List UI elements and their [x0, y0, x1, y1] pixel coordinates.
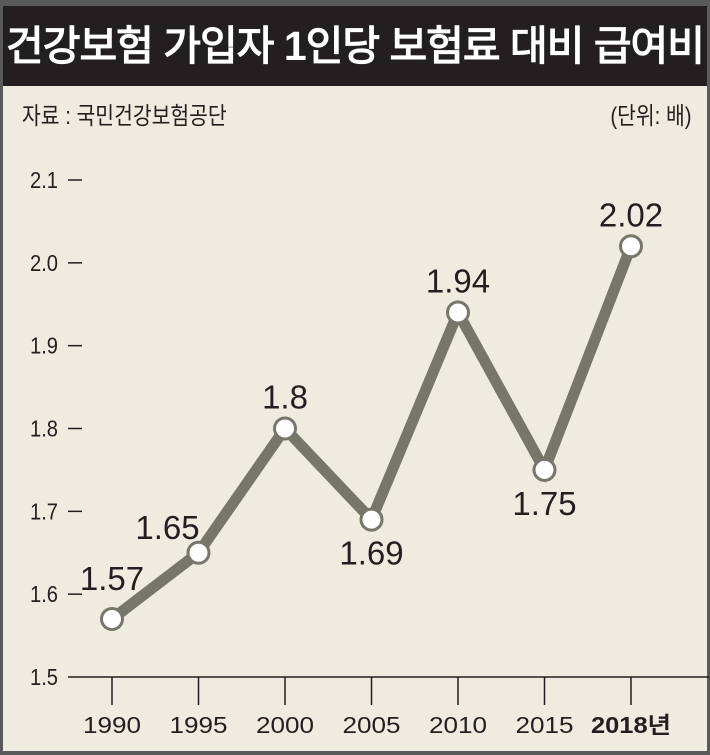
data-point: [446, 300, 470, 325]
x-tick-label: 2018년: [591, 712, 671, 738]
data-label: 1.94: [426, 263, 490, 300]
x-tick-label: 2000: [256, 712, 314, 738]
y-tick-label: 1.9: [30, 333, 58, 359]
x-tick-label: 1995: [170, 712, 228, 738]
y-tick-label: 1.5: [30, 664, 58, 690]
source-note: 자료 : 국민건강보험공단: [22, 103, 227, 130]
data-label: 1.75: [512, 485, 576, 522]
chart-title: 건강보험 가입자 1인당 보험료 대비 급여비: [3, 6, 707, 86]
data-label: 2.02: [599, 196, 663, 233]
data-label: 1.57: [80, 560, 144, 597]
y-tick-label: 2.0: [30, 250, 58, 276]
data-point: [532, 457, 557, 482]
y-tick-label: 1.7: [30, 498, 58, 524]
x-tick-label: 2015: [516, 712, 574, 738]
data-point: [359, 507, 384, 532]
y-tick-label: 1.8: [30, 416, 58, 442]
unit-note: (단위: 배): [610, 103, 692, 130]
x-tick-label: 1990: [83, 712, 141, 738]
data-label: 1.69: [339, 535, 403, 572]
x-tick-label: 2005: [343, 712, 401, 738]
data-point: [100, 607, 124, 632]
y-tick-label: 2.1: [30, 167, 58, 193]
data-label: 1.65: [135, 509, 199, 546]
data-label: 1.8: [262, 379, 308, 416]
data-point: [619, 234, 643, 259]
data-point: [186, 540, 211, 565]
x-tick-label: 2010: [429, 712, 487, 738]
y-tick-label: 1.6: [30, 581, 58, 607]
data-point: [273, 416, 297, 441]
